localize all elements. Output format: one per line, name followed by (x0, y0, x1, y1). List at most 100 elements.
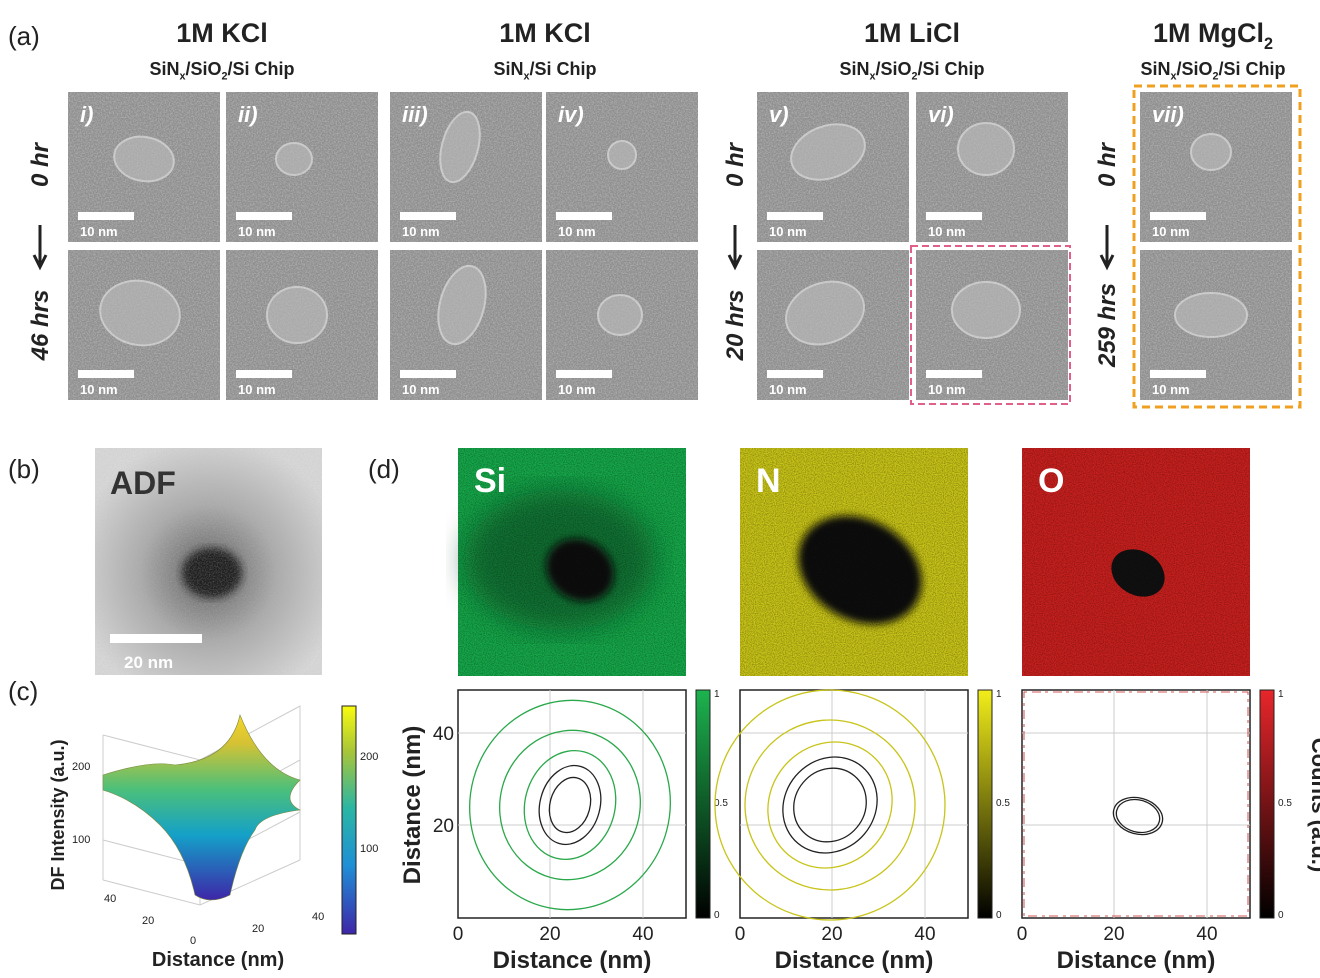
scale-bar (1150, 370, 1206, 378)
text-run: 1M LiCl (864, 18, 960, 48)
scale-bar-label: 10 nm (402, 224, 440, 239)
scale-bar (926, 212, 982, 220)
plot-area (740, 690, 968, 918)
text-run: /SiO (186, 59, 222, 79)
text-run: /SiO (876, 59, 912, 79)
colorbar-tick-label: 0.5 (714, 798, 728, 809)
panel-label: (b) (8, 454, 40, 484)
x-tick-label: 0 (735, 924, 746, 945)
image-label: i) (80, 102, 93, 127)
scale-bar (110, 634, 202, 643)
colorbar-tick-label: 1 (1278, 689, 1284, 700)
scale-bar-label: 20 nm (124, 653, 173, 672)
x-tick-label: 0 (453, 924, 464, 945)
base-tick-label: 20 (142, 915, 154, 927)
x-tick-label: 20 (1103, 924, 1124, 945)
row-label: 0 hr (722, 141, 749, 187)
group-title: 1M MgCl2 (1153, 18, 1273, 53)
text-run: SiN (149, 59, 179, 79)
x-tick-label: 40 (1196, 924, 1217, 945)
subscript: 2 (1264, 35, 1273, 53)
text-run: 1M KCl (499, 18, 591, 48)
map-label: N (756, 462, 781, 500)
colorbar (978, 690, 992, 918)
scale-bar (400, 212, 456, 220)
text-run: /Si Chip (918, 59, 985, 79)
x-tick-label: 0 (1017, 924, 1028, 945)
group-title: 1M LiCl (864, 18, 960, 48)
chip-label: SiNx/SiO2/Si Chip (1140, 59, 1285, 83)
colorbar-tick-label: 1 (996, 689, 1002, 700)
map-label: O (1038, 462, 1064, 500)
axis-label: DF Intensity (a.u.) (48, 739, 68, 890)
colorbar-tick-label: 100 (360, 843, 378, 855)
chip-label: SiNx/Si Chip (493, 59, 596, 83)
scale-bar (767, 370, 823, 378)
axis-label: Distance (nm) (399, 726, 426, 885)
colorbar-tick-label: 1 (714, 689, 720, 700)
text-run: SiN (839, 59, 869, 79)
scale-bar-label: 10 nm (1152, 224, 1190, 239)
axis-label: Distance (nm) (1057, 947, 1216, 973)
scale-bar (767, 212, 823, 220)
axis-label: Distance (nm) (493, 947, 652, 973)
axis-label: Distance (nm) (775, 947, 934, 973)
scale-bar (236, 212, 292, 220)
scale-bar-label: 10 nm (402, 382, 440, 397)
colorbar-tick-label: 0 (996, 910, 1002, 921)
image-label: vii) (1152, 102, 1184, 127)
base-tick-label: 40 (104, 893, 116, 905)
colorbar-tick-label: 0 (1278, 910, 1284, 921)
colorbar (342, 706, 356, 934)
scale-bar-label: 10 nm (558, 224, 596, 239)
scale-bar (1150, 212, 1206, 220)
contour-plot (446, 678, 694, 933)
group-title: 1M KCl (499, 18, 591, 48)
axis-label: Counts (a.u.) (1307, 738, 1320, 872)
scale-bar (556, 370, 612, 378)
plot-area (1022, 690, 1250, 918)
scale-bar-label: 10 nm (238, 224, 276, 239)
base-tick-label: 20 (252, 923, 264, 935)
colorbar (1260, 690, 1274, 918)
x-tick-label: 40 (632, 924, 653, 945)
colorbar-tick-label: 0.5 (996, 798, 1010, 809)
y-tick-label: 40 (433, 724, 454, 745)
chip-label: SiNx/SiO2/Si Chip (839, 59, 984, 83)
scale-bar (78, 370, 134, 378)
text-run: /Si Chip (1219, 59, 1286, 79)
contour-plot (1022, 690, 1250, 918)
scale-bar-label: 10 nm (238, 382, 276, 397)
y-tick-label: 20 (433, 816, 454, 837)
scale-bar-label: 10 nm (769, 382, 807, 397)
text-run: /SiO (1177, 59, 1213, 79)
text-run: 1M KCl (176, 18, 268, 48)
colorbar (696, 690, 710, 918)
base-tick-label: 0 (190, 935, 196, 947)
colorbar-tick-label: 0.5 (1278, 798, 1292, 809)
panel-label: (c) (8, 676, 38, 706)
image-label: ADF (110, 465, 176, 501)
plot-area (458, 690, 686, 918)
scale-bar (926, 370, 982, 378)
scale-bar-label: 10 nm (769, 224, 807, 239)
scale-bar-label: 10 nm (80, 224, 118, 239)
colorbar-tick-label: 200 (360, 751, 378, 763)
text-run: /Si Chip (530, 59, 597, 79)
text-run: SiN (493, 59, 523, 79)
image-label: iv) (558, 102, 584, 127)
z-tick-label: 100 (72, 834, 90, 846)
scale-bar-label: 10 nm (558, 382, 596, 397)
text-run: 1M MgCl (1153, 18, 1264, 48)
scale-bar (556, 212, 612, 220)
scale-bar-label: 10 nm (80, 382, 118, 397)
scale-bar (400, 370, 456, 378)
scale-bar (236, 370, 292, 378)
panel-label: (a) (8, 21, 40, 51)
base-tick-label: 40 (312, 911, 324, 923)
image-label: vi) (928, 102, 954, 127)
colorbar-tick-label: 0 (714, 910, 720, 921)
text-run: SiN (1140, 59, 1170, 79)
axis-label: Distance (nm) (152, 949, 284, 971)
row-label: 20 hrs (722, 290, 749, 362)
